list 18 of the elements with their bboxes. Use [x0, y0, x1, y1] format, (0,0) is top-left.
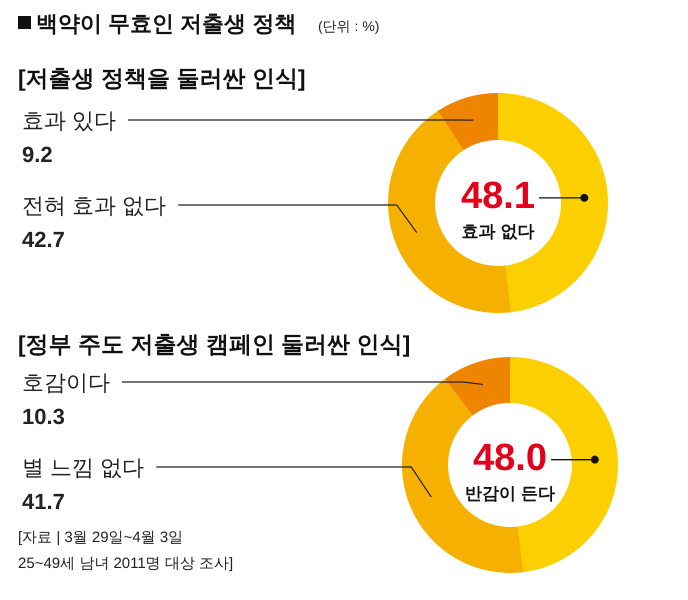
- text: [자료 | 3월 29일~4월 3일: [18, 529, 184, 546]
- text: 25~49세 남녀 2011명 대상 조사]: [18, 555, 234, 572]
- data-label: 9.2: [22, 142, 53, 167]
- chart-title: 백약이 무효인 저출생 정책: [36, 11, 296, 36]
- data-label: 10.3: [22, 404, 65, 429]
- data-label: 48.0: [473, 437, 547, 479]
- slice-label: 전혀 효과 없다: [22, 193, 166, 218]
- chart-subtitle: [저출생 정책을 둘러싼 인식]: [18, 65, 306, 91]
- slice-label: 효과 있다: [22, 108, 116, 133]
- data-label: 48.1: [461, 175, 535, 217]
- slice-label: 별 느낌 없다: [22, 455, 144, 480]
- data-label: 42.7: [22, 227, 65, 252]
- chart-title: [정부 주도 저출생 캠페인 둘러싼 인식]: [18, 331, 410, 357]
- slice-label: 효과 없다: [462, 222, 534, 241]
- text: (단위 : %): [318, 18, 380, 34]
- slice-label: 반감이 든다: [465, 484, 555, 503]
- data-label: 41.7: [22, 489, 65, 514]
- slice-label: 호감이다: [22, 370, 110, 395]
